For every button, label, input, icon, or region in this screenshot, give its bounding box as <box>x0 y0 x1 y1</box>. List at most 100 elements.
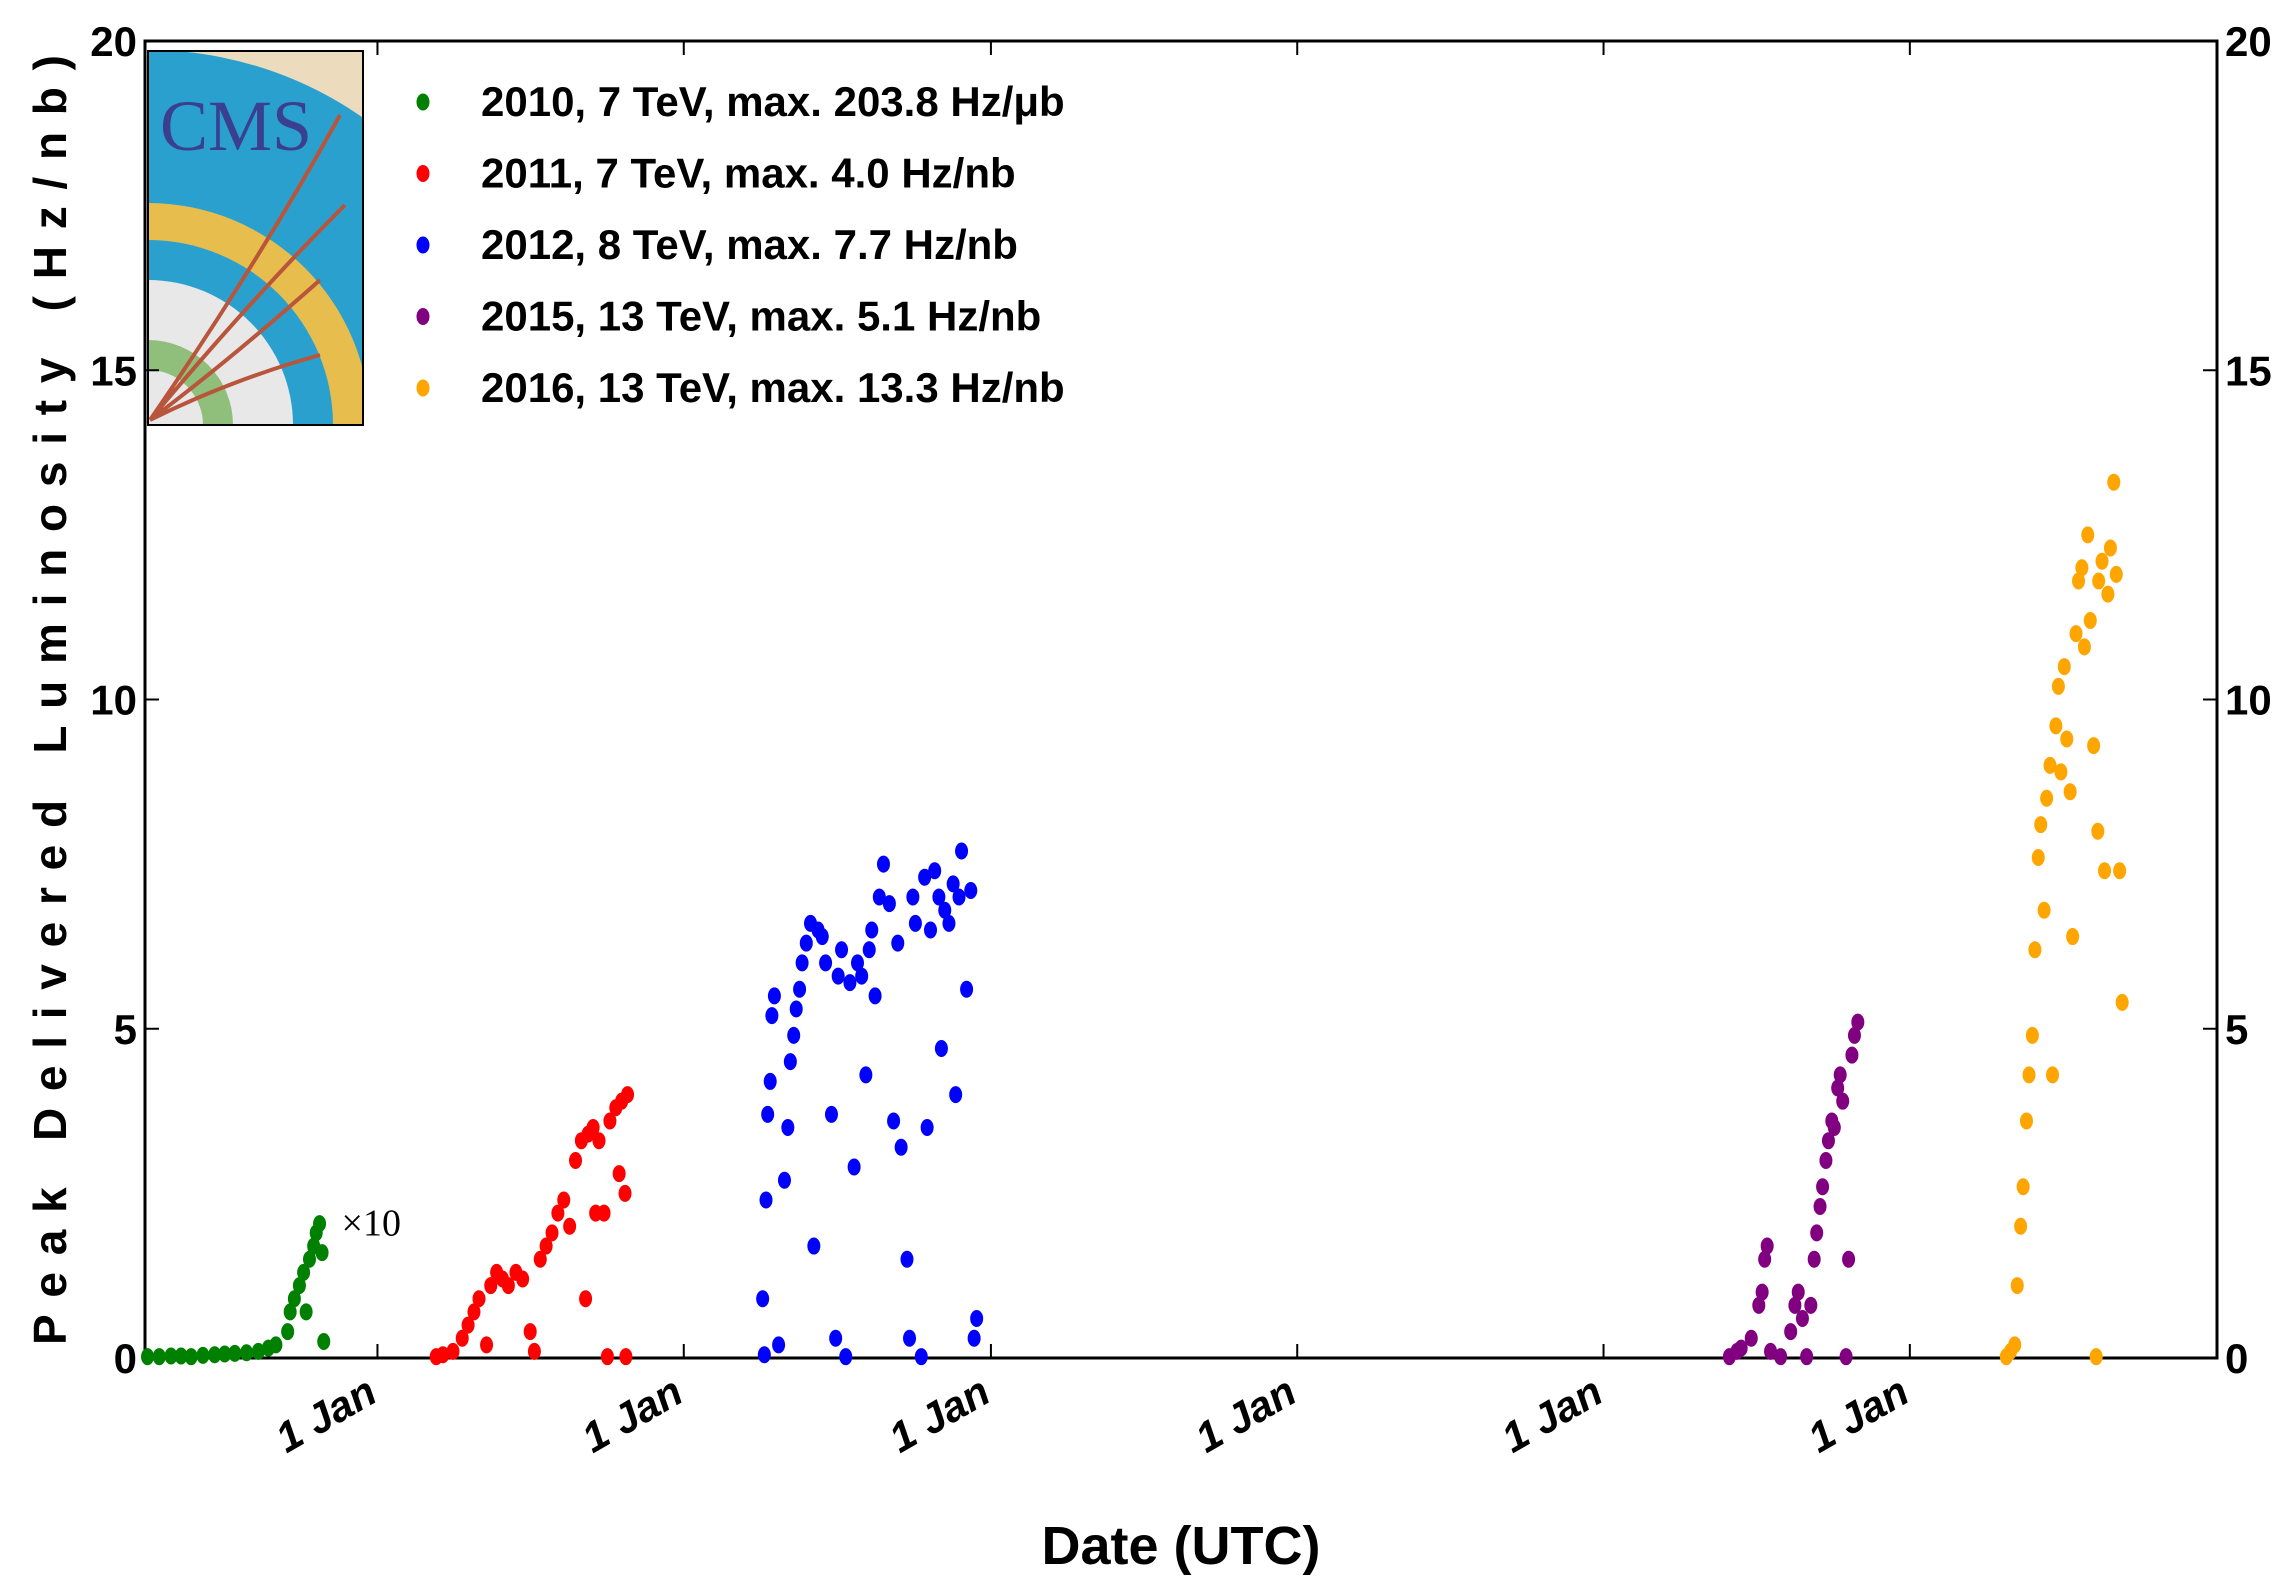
data-point <box>756 1290 770 1308</box>
data-point <box>2014 1217 2028 1235</box>
data-point <box>621 1086 635 1104</box>
data-point <box>1734 1339 1748 1357</box>
data-point <box>467 1303 481 1321</box>
data-point <box>2031 849 2045 867</box>
data-point <box>1755 1283 1769 1301</box>
y-tick-label: 5 <box>114 1006 137 1053</box>
data-point <box>2034 816 2048 834</box>
data-point <box>292 1277 306 1295</box>
data-point <box>2083 611 2097 629</box>
data-point <box>618 1184 632 1202</box>
data-point <box>2077 638 2091 656</box>
data-point <box>831 967 845 985</box>
data-point <box>2089 1348 2103 1366</box>
data-point <box>807 1237 821 1255</box>
cms-logo: CMS <box>148 51 363 425</box>
data-point <box>2060 730 2074 748</box>
legend-label: 2015, 13 TeV, max. 5.1 Hz/nb <box>481 293 1041 340</box>
logo-tracks <box>148 114 347 422</box>
data-point <box>480 1336 494 1354</box>
data-point <box>557 1191 571 1209</box>
data-point <box>2054 763 2068 781</box>
legend-marker <box>416 308 430 325</box>
data-point <box>269 1336 283 1354</box>
legend-marker <box>416 379 430 397</box>
data-point <box>1821 1132 1835 1150</box>
data-point <box>299 1303 313 1321</box>
data-point <box>2113 862 2127 880</box>
data-point <box>757 1346 771 1364</box>
y2-tick-label: 20 <box>2225 18 2272 65</box>
data-point <box>850 954 864 972</box>
data-point <box>283 1303 297 1321</box>
y2-tick-label: 15 <box>2225 347 2272 394</box>
x-tick-label: 1 Jan <box>881 1367 998 1461</box>
data-point <box>2095 552 2109 570</box>
data-point <box>1758 1250 1772 1268</box>
data-point <box>914 1348 928 1366</box>
data-point <box>603 1112 617 1130</box>
data-point <box>1816 1178 1830 1196</box>
data-point <box>2092 572 2106 590</box>
data-point <box>1795 1309 1809 1327</box>
data-point <box>551 1204 565 1222</box>
data-point <box>1760 1237 1774 1255</box>
data-point <box>865 921 879 939</box>
data-point <box>472 1290 486 1308</box>
data-point <box>527 1342 541 1360</box>
data-point <box>196 1346 210 1364</box>
data-point <box>835 941 849 959</box>
data-point <box>938 901 952 919</box>
data-point <box>859 1066 873 1084</box>
data-point <box>2010 1277 2024 1295</box>
data-point <box>2022 1066 2036 1084</box>
data-point <box>843 974 857 992</box>
y2-tick-label: 5 <box>2225 1006 2248 1053</box>
data-point <box>1851 1013 1865 1031</box>
data-point <box>1804 1296 1818 1314</box>
data-point <box>872 888 886 906</box>
data-point <box>484 1277 498 1295</box>
x-tick-label: 1 Jan <box>574 1367 691 1461</box>
data-point <box>795 954 809 972</box>
legend-marker <box>416 165 430 182</box>
data-point <box>586 1119 600 1137</box>
data-point <box>436 1346 450 1364</box>
data-point <box>900 1250 914 1268</box>
legend-label: 2010, 7 TeV, max. 203.8 Hz/μb <box>481 78 1065 125</box>
data-point <box>1807 1250 1821 1268</box>
data-point <box>297 1263 311 1281</box>
data-point <box>2103 539 2117 557</box>
data-point <box>759 1191 773 1209</box>
data-point <box>781 1119 795 1137</box>
data-point <box>2098 862 2112 880</box>
data-point <box>2051 677 2065 695</box>
data-point <box>891 934 905 952</box>
data-point <box>612 1165 626 1183</box>
data-point <box>894 1138 908 1156</box>
data-point <box>619 1348 633 1366</box>
data-point <box>942 914 956 932</box>
x-tick-label: 1 Jan <box>1494 1367 1611 1461</box>
plot-frame <box>143 39 2219 1360</box>
data-point <box>767 987 781 1005</box>
data-point <box>815 928 829 946</box>
data-point <box>1845 1046 1859 1064</box>
data-point <box>141 1348 155 1366</box>
data-point <box>516 1270 530 1288</box>
y-tick-label: 20 <box>90 18 137 65</box>
data-point <box>819 954 833 972</box>
data-point <box>563 1217 577 1235</box>
data-point <box>789 1000 803 1018</box>
data-point <box>592 1132 606 1150</box>
data-point <box>783 1053 797 1071</box>
data-point <box>918 868 932 886</box>
data-point <box>597 1204 611 1222</box>
data-point <box>287 1290 301 1308</box>
data-point <box>928 862 942 880</box>
data-point <box>2008 1336 2022 1354</box>
legend-label: 2012, 8 TeV, max. 7.7 Hz/nb <box>481 221 1018 268</box>
data-point <box>2037 901 2051 919</box>
x-axis-label: Date (UTC) <box>1042 1516 1321 1576</box>
